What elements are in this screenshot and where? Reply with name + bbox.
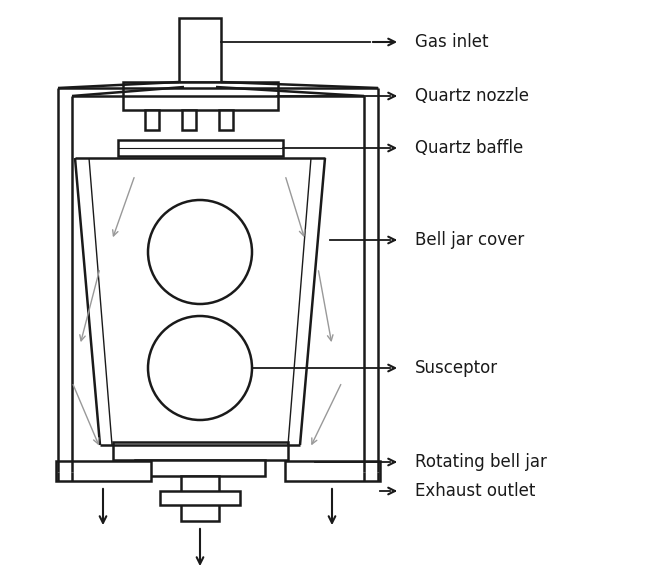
Text: Susceptor: Susceptor [415, 359, 498, 377]
Text: Rotating bell jar: Rotating bell jar [415, 453, 547, 471]
Bar [123, 82, 278, 110]
Text: Bell jar cover: Bell jar cover [415, 231, 525, 249]
Bar [179, 18, 221, 82]
Bar [56, 461, 151, 481]
Text: Quartz baffle: Quartz baffle [415, 139, 523, 157]
Bar [145, 110, 159, 130]
Text: Gas inlet: Gas inlet [415, 33, 489, 51]
Bar [118, 140, 283, 156]
Bar [285, 461, 380, 481]
Bar [113, 442, 288, 460]
Bar [135, 460, 265, 476]
Bar [160, 491, 240, 505]
Text: Exhaust outlet: Exhaust outlet [415, 482, 536, 500]
Bar [181, 476, 219, 521]
Bar [182, 110, 196, 130]
Text: Quartz nozzle: Quartz nozzle [415, 87, 529, 105]
Bar [219, 110, 233, 130]
